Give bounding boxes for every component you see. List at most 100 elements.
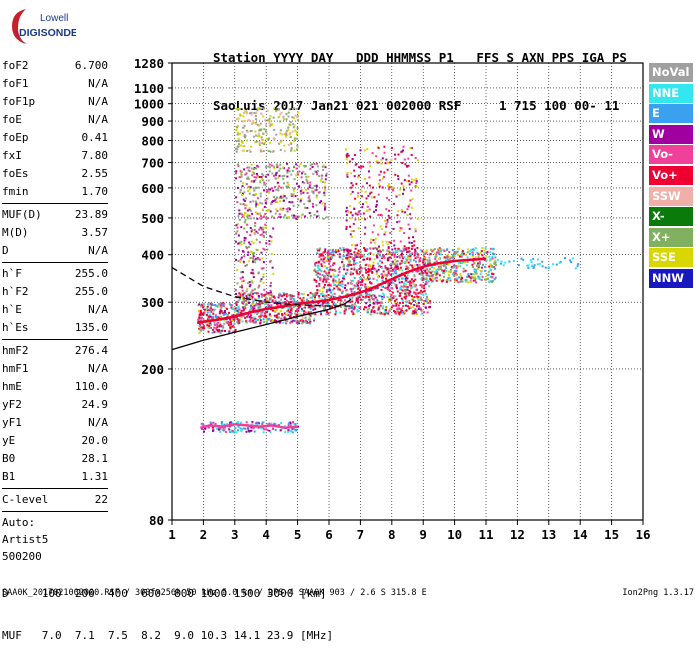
echo-point xyxy=(329,252,332,255)
echo-point xyxy=(297,204,300,207)
echo-point xyxy=(272,309,274,312)
echo-point xyxy=(295,317,298,320)
echo-point xyxy=(272,426,275,429)
echo-point xyxy=(254,222,257,224)
echo-point xyxy=(369,241,372,244)
echo-point xyxy=(249,256,252,259)
echo-point xyxy=(325,280,328,283)
echo-point xyxy=(425,296,428,299)
echo-point xyxy=(239,191,242,194)
echo-point xyxy=(239,170,242,173)
echo-point xyxy=(304,316,307,319)
echo-point xyxy=(455,279,458,282)
echo-point xyxy=(220,325,223,328)
echo-point xyxy=(319,311,322,314)
echo-point xyxy=(387,312,390,315)
echo-point xyxy=(477,275,480,278)
echo-point xyxy=(405,247,408,249)
echo-point xyxy=(274,423,277,426)
echo-point xyxy=(284,319,287,322)
echo-point xyxy=(364,190,367,193)
echo-point xyxy=(311,292,314,295)
param-row: D N/A xyxy=(2,242,108,260)
echo-point xyxy=(408,203,411,206)
echo-point xyxy=(394,247,397,250)
echo-point xyxy=(374,287,377,290)
echo-point xyxy=(367,276,369,279)
echo-point xyxy=(241,213,244,216)
echo-point xyxy=(203,430,205,433)
echo-point xyxy=(391,269,394,271)
echo-point xyxy=(415,313,418,315)
echo-point xyxy=(458,255,461,258)
echo-point xyxy=(291,295,294,298)
echo-point xyxy=(410,302,413,305)
echo-point xyxy=(318,282,321,285)
echo-point xyxy=(250,240,253,243)
echo-point xyxy=(321,287,324,290)
echo-point xyxy=(302,293,305,296)
echo-point xyxy=(243,168,246,171)
echo-point xyxy=(286,217,289,220)
echo-point xyxy=(435,272,438,275)
echo-point xyxy=(356,244,359,247)
echo-point xyxy=(282,196,285,199)
echo-point xyxy=(235,431,238,434)
echo-point xyxy=(365,249,368,252)
echo-point xyxy=(287,126,290,129)
echo-point xyxy=(268,292,271,295)
echo-point xyxy=(239,311,242,314)
echo-point xyxy=(273,107,276,110)
echo-point xyxy=(453,250,456,253)
echo-point xyxy=(313,213,316,216)
echo-point xyxy=(461,262,464,265)
echo-point xyxy=(455,269,458,272)
echo-point xyxy=(272,227,275,230)
echo-point xyxy=(389,253,392,255)
echo-point xyxy=(248,430,251,433)
echo-point xyxy=(258,241,261,244)
echo-point xyxy=(253,430,256,433)
echo-point xyxy=(413,240,416,243)
echo-point xyxy=(370,191,373,194)
echo-point xyxy=(244,212,247,214)
echo-point xyxy=(261,233,264,236)
echo-point xyxy=(313,306,316,309)
echo-point xyxy=(424,270,427,272)
echo-point xyxy=(431,250,434,253)
echo-point xyxy=(279,132,282,135)
y-tick-label: 200 xyxy=(141,362,164,377)
echo-point xyxy=(210,327,212,329)
echo-point xyxy=(366,256,369,259)
param-value: N/A xyxy=(88,77,108,90)
echo-point xyxy=(408,305,411,308)
echo-point xyxy=(396,260,399,263)
echo-point xyxy=(376,312,379,315)
echo-point xyxy=(343,310,346,313)
echo-point xyxy=(245,430,248,433)
echo-point xyxy=(304,306,306,309)
echo-point xyxy=(293,149,296,152)
echo-point xyxy=(478,264,480,267)
echo-point xyxy=(372,186,374,189)
echo-point xyxy=(450,265,453,268)
echo-point xyxy=(208,318,211,320)
echo-point xyxy=(254,318,257,321)
echo-point xyxy=(318,249,321,252)
echo-point xyxy=(263,181,266,184)
echo-point xyxy=(416,217,419,220)
echo-point xyxy=(452,271,455,274)
echo-point xyxy=(383,233,386,236)
echo-point xyxy=(248,297,251,300)
echo-point xyxy=(343,250,346,253)
echo-point xyxy=(323,208,326,211)
echo-point xyxy=(237,242,240,245)
legend-item-nnw: NNW xyxy=(649,268,693,288)
echo-point xyxy=(269,125,271,127)
echo-point xyxy=(259,195,262,198)
echo-point xyxy=(413,291,416,294)
echo-point xyxy=(360,294,363,297)
echo-point xyxy=(208,302,210,305)
echo-point xyxy=(431,266,434,269)
echo-point xyxy=(454,274,457,277)
